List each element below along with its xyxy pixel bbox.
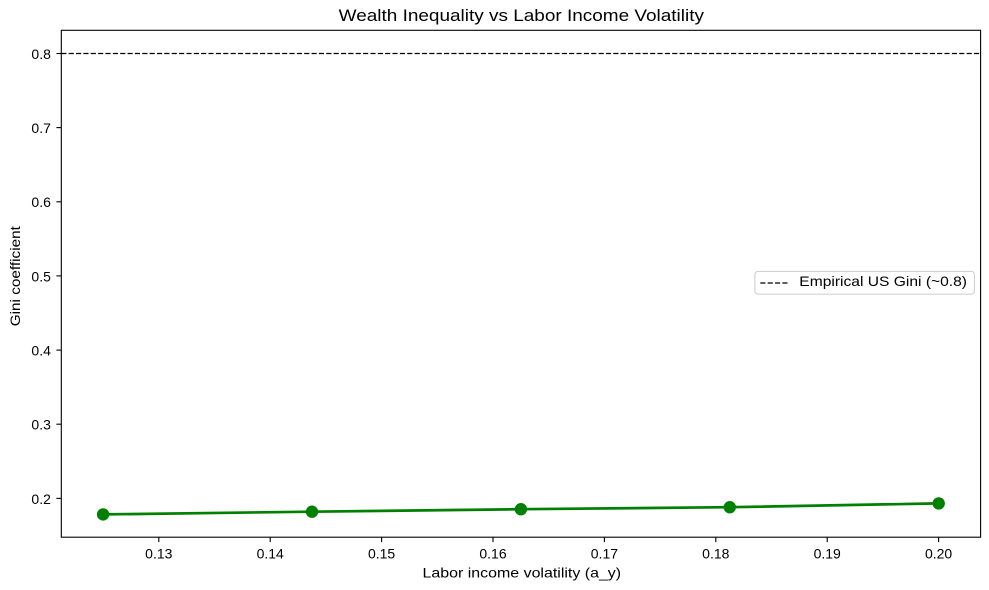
svg-text:0.15: 0.15 [368,546,395,562]
svg-text:Labor income volatility (a_y): Labor income volatility (a_y) [423,564,622,580]
svg-text:0.19: 0.19 [814,546,841,562]
svg-text:0.4: 0.4 [31,343,51,359]
svg-text:0.2: 0.2 [31,491,51,507]
svg-text:Empirical US Gini (~0.8): Empirical US Gini (~0.8) [799,273,967,289]
svg-text:Wealth Inequality vs Labor Inc: Wealth Inequality vs Labor Income Volati… [339,6,705,25]
svg-text:0.14: 0.14 [257,546,284,562]
svg-text:0.6: 0.6 [31,194,51,210]
svg-text:0.5: 0.5 [31,268,51,284]
svg-text:0.20: 0.20 [925,546,952,562]
svg-text:0.3: 0.3 [31,417,51,433]
svg-text:0.13: 0.13 [145,546,172,562]
svg-text:0.16: 0.16 [479,546,506,562]
svg-text:0.8: 0.8 [31,46,51,62]
svg-text:0.18: 0.18 [702,546,729,562]
svg-text:0.7: 0.7 [31,120,51,136]
svg-text:Gini coefficient: Gini coefficient [7,226,23,326]
svg-text:0.17: 0.17 [591,546,618,562]
